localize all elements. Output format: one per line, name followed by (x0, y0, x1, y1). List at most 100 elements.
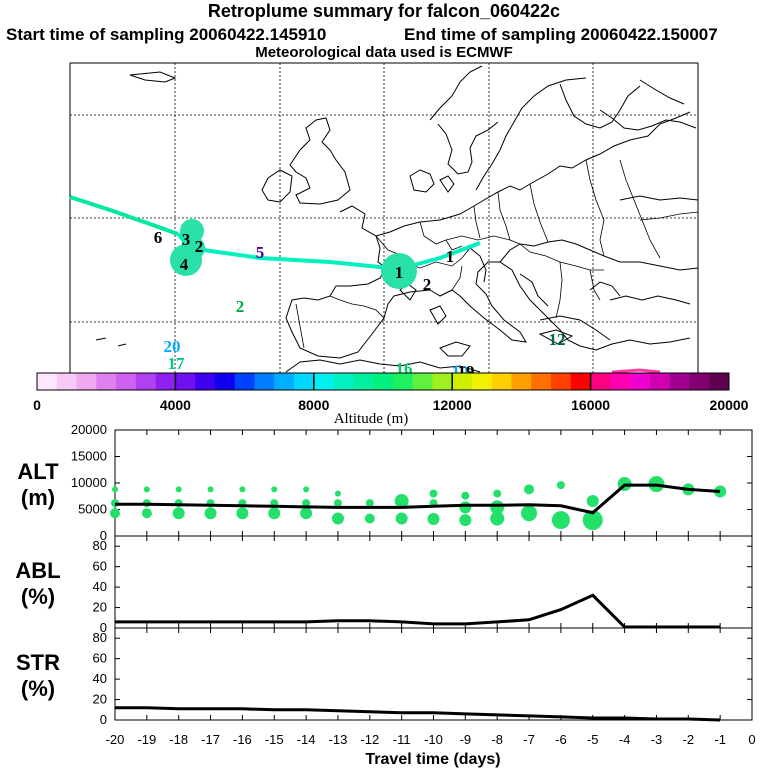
colorbar-swatch (412, 373, 433, 390)
colorbar-swatch (689, 373, 710, 390)
colorbar-swatch (313, 373, 335, 390)
colorbar-swatch (333, 373, 354, 390)
data-point (302, 499, 311, 508)
colorbar-swatch (551, 373, 572, 390)
data-point (300, 507, 313, 520)
colorbar-swatch (274, 373, 295, 390)
sampling-times: Start time of sampling 20060422.145910 E… (6, 25, 766, 45)
data-point (239, 486, 246, 493)
data-point (334, 490, 341, 497)
colorbar-swatch (254, 373, 275, 390)
colorbar-tick-label: 16000 (571, 397, 610, 413)
y-tick-label: 20 (93, 692, 107, 707)
data-point (429, 489, 438, 498)
str-panel: 0 20 40 60 80 STR(%) (16, 627, 753, 727)
map-label: 12 (549, 330, 566, 349)
trajectory-tail (611, 368, 661, 374)
x-tick-label: -13 (329, 732, 348, 747)
map-label: 2 (195, 237, 204, 256)
altitude-colorbar: 0 4000 8000 12000 16000 20000 Altitude (m) (33, 372, 749, 427)
y-tick-label: 0 (100, 620, 107, 635)
data-point (582, 510, 603, 531)
data-point (394, 494, 409, 509)
data-point (268, 507, 281, 520)
colorbar-swatch (491, 373, 513, 390)
y-tick-label: 5000 (78, 502, 107, 517)
data-point (586, 495, 599, 508)
map-label: 1 (446, 247, 455, 266)
colorbar-tick-label: 8000 (298, 397, 329, 413)
x-tick-label: -10 (424, 732, 443, 747)
y-tick-label: 15000 (71, 449, 107, 464)
colorbar-swatch (432, 373, 453, 390)
x-tick-label: -19 (137, 732, 156, 747)
x-tick-label: -20 (106, 732, 125, 747)
colorbar-swatch (135, 373, 157, 390)
colorbar-tick-label: 20000 (710, 397, 749, 413)
data-point (143, 486, 150, 493)
x-tick-label: -6 (555, 732, 567, 747)
map-label: 17 (168, 354, 186, 373)
data-point (365, 499, 374, 508)
data-point (551, 511, 570, 530)
colorbar-swatch (630, 373, 651, 390)
x-tick-label: -3 (651, 732, 663, 747)
panel-label: STR (16, 650, 60, 675)
x-tick-label: -11 (393, 732, 411, 747)
y-tick-label: 20 (93, 600, 107, 615)
plume-circle (381, 253, 417, 289)
y-tick-label: 60 (93, 559, 107, 574)
y-tick-label: 40 (93, 671, 107, 686)
panel-label: (m) (21, 485, 55, 510)
colorbar-swatch (155, 373, 176, 390)
y-tick-label: 80 (93, 630, 107, 645)
map-label: 1 (395, 263, 404, 282)
colorbar-swatch (590, 373, 611, 390)
data-point (333, 499, 342, 508)
x-tick-label: -8 (491, 732, 503, 747)
data-point (172, 507, 185, 520)
x-tick-label: -7 (523, 732, 535, 747)
colorbar-swatch (511, 373, 532, 390)
colorbar-tick-label: 0 (33, 397, 41, 413)
colorbar-swatch (353, 373, 374, 390)
colorbar-swatch (570, 373, 592, 390)
y-tick-label: 60 (93, 651, 107, 666)
y-tick-label: 80 (93, 538, 107, 553)
x-tick-label: -12 (360, 732, 379, 747)
y-tick-label: 20000 (71, 422, 107, 437)
map-label: 5 (256, 243, 265, 262)
colorbar-swatch (649, 373, 671, 390)
x-tick-label: -4 (619, 732, 631, 747)
data-point (331, 512, 344, 525)
data-point (141, 508, 152, 519)
data-point (204, 507, 217, 520)
colorbar-tick-label: 12000 (433, 397, 472, 413)
panel-frame (114, 627, 753, 721)
abl-panel: 0 20 40 60 80 ABL(%) (15, 535, 753, 635)
data-point (110, 508, 120, 519)
colorbar-swatch (96, 373, 117, 390)
colorbar-swatch (234, 373, 255, 390)
x-tick-label: -2 (683, 732, 695, 747)
map-grid (70, 63, 698, 373)
x-tick-label: -5 (587, 732, 599, 747)
panel-label: (%) (21, 676, 55, 701)
x-tick-label: -1 (714, 732, 726, 747)
plume-circle (170, 244, 202, 276)
colorbar-swatch (294, 373, 315, 390)
colorbar-swatch (531, 373, 552, 390)
country-borders (295, 159, 699, 349)
data-point (427, 513, 440, 526)
y-tick-label: 40 (93, 579, 107, 594)
colorbar-swatch (452, 373, 473, 390)
map-label: 4 (180, 255, 189, 274)
data-point (461, 491, 470, 500)
map-label: 20 (164, 337, 181, 356)
series-line (115, 483, 721, 515)
panel-label: ABL (15, 558, 60, 583)
colorbar-swatch (709, 373, 730, 390)
x-tick-label: -16 (233, 732, 252, 747)
